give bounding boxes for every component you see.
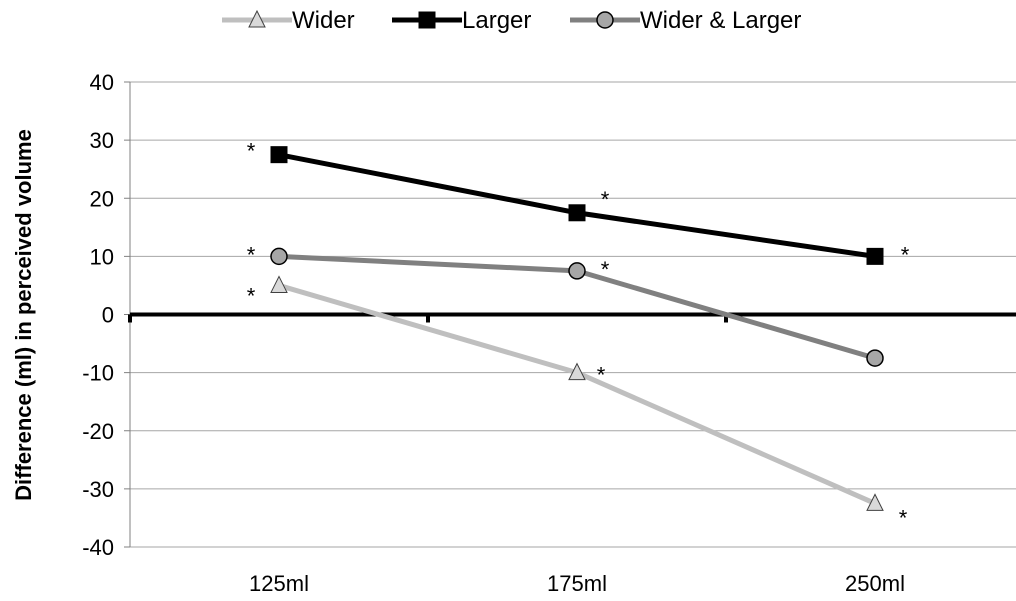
- data-point: [270, 146, 288, 164]
- legend-swatch-marker: [596, 11, 614, 29]
- data-point: [866, 247, 884, 265]
- x-tick-labels: 125ml 175ml 250ml: [249, 571, 905, 596]
- y-tick-label: 40: [90, 70, 114, 95]
- significance-star: *: [601, 187, 610, 212]
- y-tick-label: 10: [90, 244, 114, 269]
- significance-star: *: [247, 283, 256, 308]
- significance-star: *: [901, 242, 910, 267]
- y-tick-label: -10: [82, 361, 114, 386]
- y-tick-label: 0: [102, 303, 114, 328]
- significance-markers: * * * * * * * *: [247, 139, 910, 531]
- legend-label: Wider & Larger: [640, 7, 801, 34]
- data-point: [568, 262, 586, 280]
- data-point: [866, 349, 884, 367]
- data-point: [270, 275, 288, 293]
- legend-label: Larger: [462, 7, 531, 34]
- data-point: [568, 204, 586, 222]
- data-point: [568, 362, 586, 381]
- legend-label: Wider: [292, 7, 355, 34]
- significance-star: *: [597, 363, 606, 388]
- y-tick-label: -40: [82, 535, 114, 560]
- legend-swatch-marker: [418, 11, 436, 29]
- significance-star: *: [247, 242, 256, 267]
- significance-star: *: [899, 505, 908, 530]
- series-line-0: [278, 283, 877, 506]
- legend: Wider Larger Wider & Larger: [222, 7, 801, 34]
- y-axis-label: Difference (ml) in perceived volume: [11, 129, 36, 501]
- significance-star: *: [247, 139, 256, 164]
- significance-star: *: [601, 257, 610, 282]
- axes: [124, 81, 1016, 548]
- y-tick-label: 30: [90, 128, 114, 153]
- x-tick-label: 125ml: [249, 571, 309, 596]
- y-tick-label: -20: [82, 419, 114, 444]
- x-tick-label: 175ml: [547, 571, 607, 596]
- series-markers: [270, 146, 884, 511]
- legend-swatch-marker: [248, 9, 266, 28]
- y-tick-label: -30: [82, 477, 114, 502]
- x-tick-label: 250ml: [845, 571, 905, 596]
- data-point: [270, 247, 288, 266]
- y-tick-labels: -40 -30 -20 -10 0 10 20 30 40: [82, 70, 114, 560]
- y-tick-label: 20: [90, 186, 114, 211]
- data-point: [866, 493, 884, 511]
